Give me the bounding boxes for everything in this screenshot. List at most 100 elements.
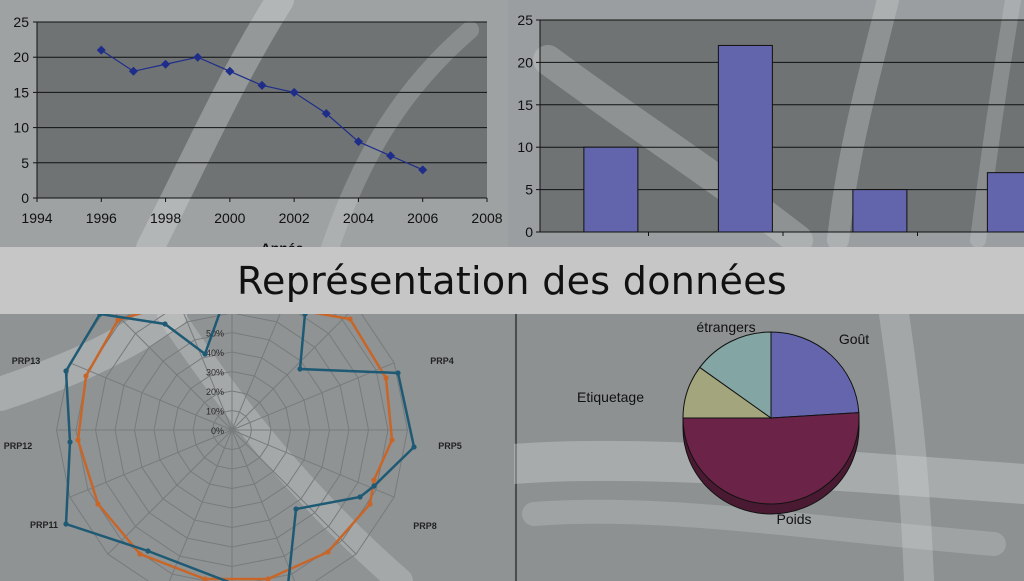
radar-spoke xyxy=(115,314,233,431)
page-title: Représentation des données xyxy=(237,258,787,303)
x-tick-label: 1996 xyxy=(86,210,117,226)
radar-point xyxy=(367,501,373,507)
radar-point xyxy=(115,317,121,323)
y-tick-label: 25 xyxy=(517,12,533,28)
radar-tick-label: 0% xyxy=(211,426,224,436)
radar-point xyxy=(395,370,401,376)
radar-point xyxy=(202,351,208,357)
brush-stroke xyxy=(321,21,479,248)
bar-chart: 0 5 10 15 20 25 xyxy=(517,0,1024,248)
title-banner: Représentation des données xyxy=(0,247,1024,314)
radar-point xyxy=(383,375,389,381)
pie-slice xyxy=(699,331,772,419)
pie-slice xyxy=(682,412,860,505)
data-point xyxy=(353,137,363,147)
plot-area xyxy=(37,22,487,198)
x-tick-label: 1994 xyxy=(21,210,52,226)
radar-spoke xyxy=(69,429,233,498)
radar-point xyxy=(67,439,73,445)
radar-spoke xyxy=(231,429,395,498)
line-chart: 0 5 10 15 20 25 1994 1996 1998 2000 2002 2004 2006 20… xyxy=(13,0,503,248)
pie-slice xyxy=(770,331,860,419)
radar-axis-label: PRP8 xyxy=(413,521,437,531)
radar-point xyxy=(357,494,363,500)
radar-tick-label: 10% xyxy=(206,407,224,417)
radar-point xyxy=(347,316,353,322)
radar-axis-label: PRP4 xyxy=(430,356,454,366)
bar-chart-panel: 0 5 10 15 20 25 xyxy=(508,0,1024,248)
radar-point xyxy=(389,437,395,443)
data-point xyxy=(128,66,138,76)
x-tick-label: 2006 xyxy=(407,210,438,226)
data-point xyxy=(161,59,171,69)
radar-point xyxy=(325,549,331,555)
bar xyxy=(986,172,1024,233)
pie-chart-panel: Goût Poids Etiquetage étrangers xyxy=(514,314,1024,581)
radar-point xyxy=(371,483,377,489)
y-tick-label: 20 xyxy=(13,49,29,65)
radar-spoke xyxy=(69,362,233,431)
y-tick-label: 20 xyxy=(517,54,533,70)
radar-tick-label: 30% xyxy=(206,368,224,378)
radar-tick-label: 20% xyxy=(206,387,224,397)
radar-tick-label: 40% xyxy=(206,348,224,358)
data-point xyxy=(386,151,396,161)
bar xyxy=(717,44,773,233)
radar-point xyxy=(162,321,168,327)
radar-point xyxy=(202,576,208,581)
radar-point xyxy=(265,576,271,581)
y-tick-label: 0 xyxy=(525,224,533,240)
radar-point xyxy=(293,506,299,512)
data-point xyxy=(96,45,106,55)
x-tick-label: 2004 xyxy=(343,210,374,226)
radar-spoke xyxy=(231,314,281,431)
y-tick-label: 10 xyxy=(517,139,533,155)
x-tick-label: 2000 xyxy=(214,210,245,226)
data-point xyxy=(289,87,299,97)
radar-point xyxy=(371,477,377,483)
radar-spoke xyxy=(231,362,395,431)
radar-spoke xyxy=(168,429,233,581)
radar-point xyxy=(75,437,81,443)
x-tick-label: 2008 xyxy=(471,210,502,226)
radar-axis-label: PRP11 xyxy=(30,520,58,530)
radar-point xyxy=(137,551,143,557)
x-tick-label: 2002 xyxy=(279,210,310,226)
y-tick-label: 5 xyxy=(21,155,29,171)
data-point xyxy=(257,80,267,90)
radar-spoke xyxy=(231,429,296,581)
y-tick-label: 0 xyxy=(21,190,29,206)
data-point xyxy=(418,165,428,175)
line-chart-panel: 0 5 10 15 20 25 1994 1996 1998 2000 2002 2004 2006 20… xyxy=(0,0,508,248)
radar-point xyxy=(63,521,69,527)
pie-slice-label: Poids xyxy=(776,511,811,527)
bar xyxy=(852,189,908,233)
pie-slice-label: Goût xyxy=(839,331,869,347)
radar-point xyxy=(95,501,101,507)
y-tick-label: 15 xyxy=(517,97,533,113)
radar-point xyxy=(83,373,89,379)
radar-point xyxy=(63,368,69,374)
bar xyxy=(583,146,639,233)
y-tick-label: 15 xyxy=(13,84,29,100)
radar-point xyxy=(145,548,151,554)
radar-chart: 0% 10% 20% 30% 40% 50% PRP4 PRP5 PRP8 PRP11 PRP12 P… xyxy=(0,314,462,581)
x-axis-label: Année xyxy=(261,240,304,248)
radar-point xyxy=(297,366,303,372)
radar-axis-label: PRP5 xyxy=(438,441,462,451)
x-tick-label: 1998 xyxy=(150,210,181,226)
radar-spoke xyxy=(231,314,349,431)
radar-chart-panel: 0% 10% 20% 30% 40% 50% PRP4 PRP5 PRP8 PRP11 PRP12 P… xyxy=(0,314,514,581)
radar-point xyxy=(302,314,308,317)
radar-axis-label: PRP12 xyxy=(4,441,33,451)
radar-point xyxy=(411,444,417,450)
data-point xyxy=(225,66,235,76)
brush-stroke xyxy=(522,499,1006,556)
brush-stroke xyxy=(879,314,934,581)
radar-axis-label: PRP13 xyxy=(12,356,41,366)
brush-stroke xyxy=(157,314,413,581)
radar-spoke xyxy=(107,429,233,555)
pie-slice-label: Etiquetage xyxy=(577,389,644,405)
radar-point xyxy=(97,314,103,317)
pie-slice-label: étrangers xyxy=(696,319,755,335)
